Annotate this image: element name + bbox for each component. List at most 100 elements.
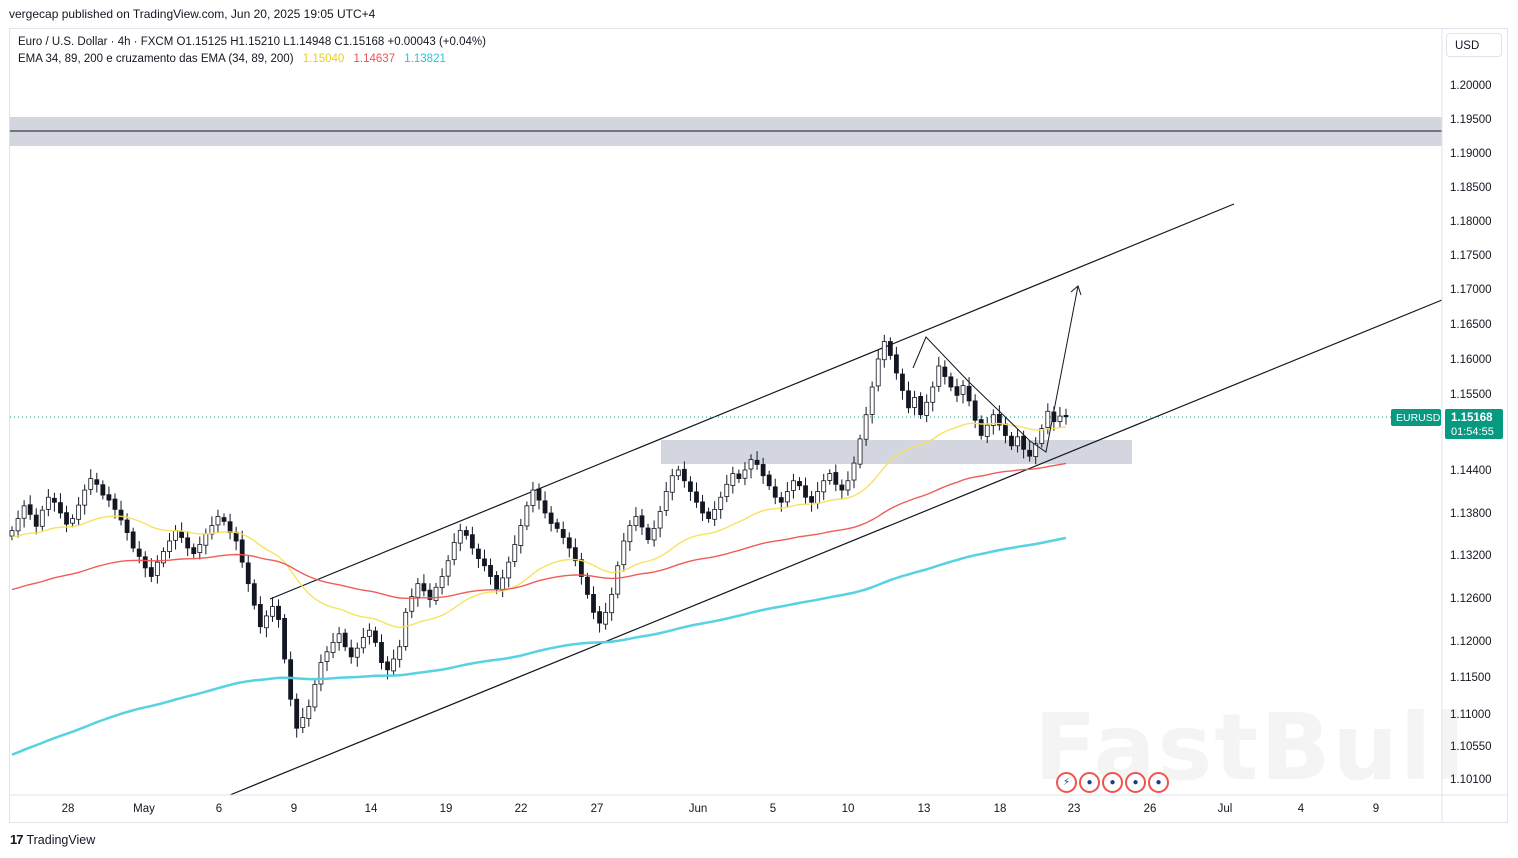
candle-down [476, 548, 481, 559]
candle-up [669, 475, 675, 493]
candle-down [809, 496, 814, 503]
time-tick-label: Jun [689, 803, 708, 815]
price-tick-label: 1.20000 [1450, 80, 1492, 92]
candle-up [215, 516, 221, 526]
candle-up [633, 516, 639, 526]
candle-up [621, 540, 627, 566]
candle-down [645, 527, 651, 540]
candle-up [1039, 428, 1045, 444]
time-tick-label: 23 [1068, 803, 1081, 815]
candle-down [136, 548, 142, 557]
candle-down [1063, 415, 1069, 418]
candle-down [185, 537, 191, 549]
time-tick-label: May [133, 803, 155, 815]
candle-down [591, 594, 596, 613]
price-tick-label: 1.13200 [1450, 550, 1492, 562]
candle-down [276, 605, 281, 620]
candle-down [100, 484, 106, 496]
candle-up [457, 530, 463, 544]
candle-up [724, 483, 730, 497]
symbol-tag-label: EURUSD [1396, 412, 1441, 424]
candle-down [148, 567, 154, 577]
chart-legend: Euro / U.S. Dollar · 4h · FXCM O1.15125 … [18, 34, 486, 68]
candle-up [264, 615, 269, 629]
candle-down [251, 583, 257, 606]
candle-down [58, 502, 63, 514]
candle-up [39, 509, 45, 527]
economic-event-icon[interactable]: ● [1102, 772, 1123, 793]
ema-indicator-legend[interactable]: EMA 34, 89, 200 e cruzamento das EMA (34… [18, 51, 486, 68]
candle-down [488, 564, 493, 577]
ema34-line [11, 422, 1067, 629]
candle-down [282, 618, 287, 660]
candle-up [512, 544, 518, 562]
channel-lower-line [229, 299, 1443, 796]
candle-up [730, 473, 736, 486]
currency-button[interactable]: USD [1446, 33, 1502, 57]
candle-down [342, 632, 348, 648]
candle-down [257, 604, 263, 628]
candle-down [548, 512, 554, 524]
economic-event-icon[interactable]: ● [1148, 772, 1169, 793]
candle-up [506, 561, 512, 579]
time-tick-label: 26 [1144, 803, 1157, 815]
projection-arrowhead [1070, 285, 1082, 296]
candle-up [445, 560, 451, 577]
candle-down [124, 519, 130, 534]
candle-down [900, 373, 905, 391]
candle-down [572, 547, 578, 562]
candle-down [33, 514, 39, 527]
candle-up [748, 459, 754, 470]
candle-down [421, 583, 427, 592]
candle-down [106, 494, 112, 501]
candle-up [354, 647, 360, 658]
candle-down [918, 396, 924, 416]
economic-event-icon[interactable]: ● [1079, 772, 1100, 793]
candle-down [778, 497, 784, 503]
time-tick-label: Jul [1218, 803, 1233, 815]
candle-up [45, 496, 51, 510]
candle-down [839, 484, 845, 491]
time-tick-label: 27 [591, 803, 604, 815]
candle-up [154, 561, 160, 576]
candle-down [736, 473, 742, 480]
candle-down [494, 575, 499, 590]
candle-down [239, 539, 245, 563]
candle-down [639, 515, 645, 528]
ema-label: EMA 34, 89, 200 e cruzamento das EMA (34… [18, 53, 294, 65]
ema34-value: 1.15040 [302, 53, 345, 65]
candle-up [391, 658, 397, 672]
time-tick-label: 22 [515, 803, 528, 815]
candle-down [681, 468, 687, 482]
candle-down [954, 386, 960, 396]
candle-up [960, 385, 966, 395]
candle-up [518, 525, 524, 546]
candle-up [784, 491, 790, 503]
symbol-info[interactable]: Euro / U.S. Dollar · 4h · FXCM O1.15125 … [18, 36, 486, 48]
candle-down [112, 498, 118, 510]
candle-down [566, 537, 572, 549]
candle-up [306, 706, 312, 720]
candle-down [94, 479, 100, 485]
economic-events[interactable]: ⚡ ● ● ● ● [1056, 772, 1169, 793]
candle-up [197, 544, 203, 553]
candle-down [694, 491, 699, 503]
candle-down [966, 385, 972, 402]
candle-down [579, 559, 584, 577]
candle-up [815, 491, 821, 504]
candle-up [500, 577, 506, 591]
price-tick-label: 1.13800 [1450, 508, 1492, 520]
candle-down [554, 522, 560, 529]
candle-up [930, 386, 936, 403]
candle-up [1057, 415, 1063, 423]
economic-event-icon[interactable]: ⚡ [1056, 772, 1077, 793]
candle-down [373, 630, 378, 643]
candle-up [821, 480, 827, 493]
candle-down [27, 504, 33, 515]
economic-event-icon[interactable]: ● [1125, 772, 1146, 793]
candle-down [688, 481, 693, 492]
candle-up [857, 438, 863, 465]
candle-up [791, 480, 796, 491]
tradingview-footer[interactable]: 17 TradingView [10, 832, 95, 847]
